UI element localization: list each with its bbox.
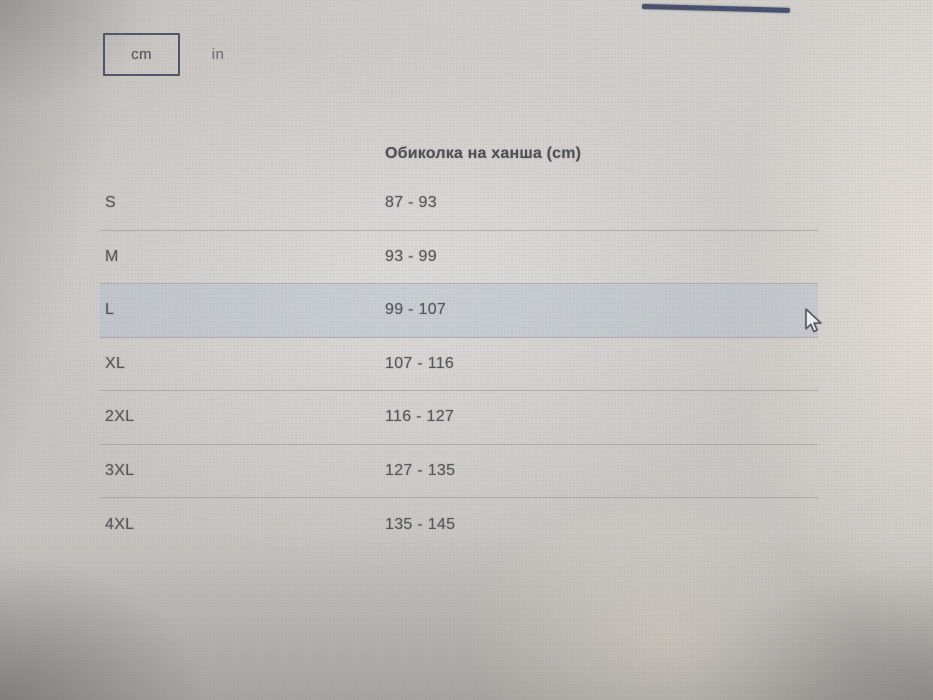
size-label: 4XL [105, 515, 135, 533]
table-row[interactable]: 3XL 127 - 135 [100, 445, 818, 498]
range-value: 135 - 145 [385, 515, 456, 533]
range-value: 93 - 99 [385, 247, 437, 265]
range-value: 107 - 116 [385, 354, 455, 372]
table-row[interactable]: XL 107 - 116 [100, 338, 818, 391]
table-row[interactable]: 4XL 135 - 145 [100, 498, 818, 552]
table-row[interactable]: 2XL 116 - 127 [100, 391, 818, 445]
size-chart-table: Обиколка на ханша (cm) S 87 - 93 M 93 - … [100, 130, 818, 552]
table-row[interactable]: L 99 - 107 [100, 284, 818, 338]
size-label: XL [105, 354, 126, 372]
size-label: 2XL [105, 408, 135, 426]
unit-in-button[interactable]: in [186, 33, 250, 76]
table-row[interactable]: S 87 - 93 [100, 177, 818, 231]
table-row[interactable]: M 93 - 99 [100, 231, 818, 284]
range-value: 99 - 107 [385, 301, 447, 319]
size-label: M [105, 247, 119, 265]
unit-cm-button[interactable]: cm [103, 33, 180, 76]
column-header-hip-circumference: Обиколка на ханша (cm) [385, 144, 582, 162]
range-value: 127 - 135 [385, 461, 456, 479]
size-label: L [105, 301, 115, 319]
size-label: S [105, 194, 116, 212]
mouse-cursor-icon [805, 308, 822, 333]
size-label: 3XL [105, 461, 135, 479]
range-value: 87 - 93 [385, 194, 437, 212]
size-table-body: S 87 - 93 M 93 - 99 L 99 - 107 XL 107 - … [100, 177, 818, 552]
range-value: 116 - 127 [385, 408, 455, 426]
unit-toggle: cm in [103, 33, 250, 76]
size-chart-header-row: Обиколка на ханша (cm) [100, 130, 818, 177]
active-tab-indicator [641, 4, 791, 13]
